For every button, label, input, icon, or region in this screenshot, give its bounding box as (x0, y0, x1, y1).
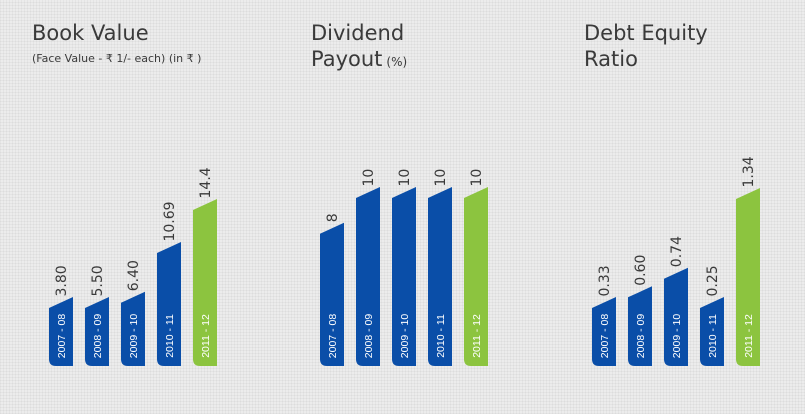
book-value-category-label: 2011 - 12 (200, 314, 212, 358)
debt-equity-value-label: 1.34 (741, 156, 757, 187)
debt-equity-category-label: 2009 - 10 (671, 314, 683, 359)
debt-equity-bar (628, 286, 652, 366)
book-value-bar (157, 242, 181, 366)
debt-equity-category-label: 2008 - 09 (635, 314, 647, 359)
book-value-value-label: 10.69 (162, 201, 178, 241)
book-value-bars: 2007 - 08 3.80 2008 - 09 5.50 2009 - 10 6.40 2… (49, 167, 217, 366)
dividend-payout-category-label: 2007 - 08 (327, 314, 339, 359)
book-value-bar (193, 199, 217, 366)
book-value-value-label: 6.40 (126, 260, 142, 291)
dividend-payout-value-label: 10 (433, 169, 449, 187)
dividend-payout-category-label: 2009 - 10 (399, 314, 411, 359)
book-value-title: Book Value (32, 21, 149, 45)
book-value-category-label: 2007 - 08 (56, 314, 68, 359)
dividend-payout-category-label: 2011 - 12 (471, 314, 483, 358)
debt-equity-value-label: 0.60 (633, 255, 649, 286)
dividend-payout-bar (320, 222, 344, 366)
book-value-value-label: 5.50 (90, 265, 106, 296)
dividend-payout-category-label: 2010 - 11 (435, 314, 447, 358)
debt-equity-bar (664, 267, 688, 366)
book-value-bar (85, 297, 109, 366)
dividend-payout-title-line2: Payout (%) (311, 46, 407, 75)
debt-equity-title-line1: Debt Equity (584, 21, 708, 45)
debt-equity-value-label: 0.33 (597, 265, 613, 296)
debt-equity-bar (736, 188, 760, 366)
debt-equity-category-label: 2011 - 12 (743, 314, 755, 358)
debt-equity-bars: 2007 - 08 0.33 2008 - 09 0.60 2009 - 10 0.74 2… (592, 156, 760, 366)
book-value-subtitle: (Face Value - ₹ 1/- each) (in ₹ ) (32, 52, 202, 65)
dividend-payout-value-label: 10 (361, 169, 377, 187)
dividend-payout-unit: (%) (386, 55, 408, 69)
book-value-bar (121, 291, 145, 366)
dividend-payout-title-line1: Dividend (311, 21, 405, 45)
dividend-payout-bar (428, 187, 452, 366)
dividend-payout-title-text: Payout (311, 47, 383, 71)
debt-equity-value-label: 0.25 (705, 265, 721, 296)
debt-equity-category-label: 2010 - 11 (707, 314, 719, 358)
debt-equity-value-label: 0.74 (669, 236, 685, 267)
book-value-category-label: 2009 - 10 (128, 314, 140, 359)
dividend-payout-bar (464, 187, 488, 366)
debt-equity-bar (700, 297, 724, 366)
debt-equity-bar (592, 297, 616, 366)
book-value-category-label: 2010 - 11 (164, 314, 176, 358)
dividend-payout-bar (356, 187, 380, 366)
book-value-value-label: 14.4 (198, 167, 214, 198)
book-value-bar (49, 297, 73, 366)
dividend-payout-bars: 2007 - 08 8 2008 - 09 10 2009 - 10 10 2010 - 1… (320, 169, 488, 366)
dividend-payout-value-label: 10 (397, 169, 413, 187)
dividend-payout-bar (392, 187, 416, 366)
book-value-value-label: 3.80 (54, 265, 70, 296)
dividend-payout-value-label: 8 (325, 213, 341, 222)
dividend-payout-value-label: 10 (469, 169, 485, 187)
book-value-category-label: 2008 - 09 (92, 314, 104, 359)
debt-equity-category-label: 2007 - 08 (599, 314, 611, 359)
dividend-payout-category-label: 2008 - 09 (363, 314, 375, 359)
debt-equity-title-line2: Ratio (584, 47, 638, 71)
